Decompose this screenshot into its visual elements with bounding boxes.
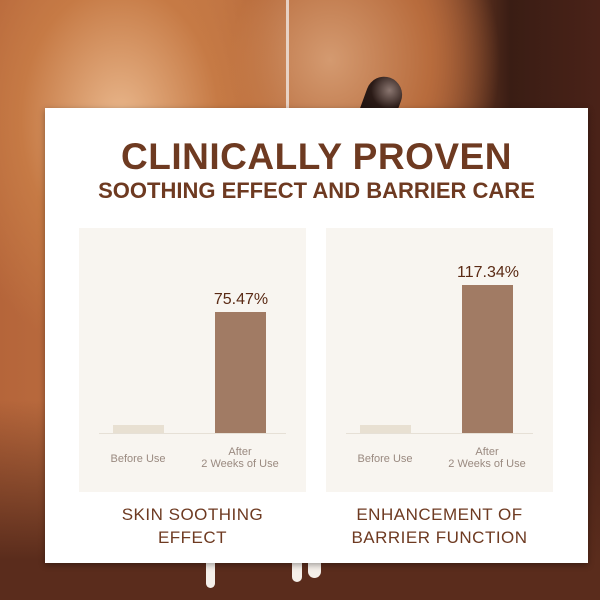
drip — [206, 560, 215, 588]
chart-title: SKIN SOOTHING EFFECT — [121, 505, 264, 547]
data-label: 75.47% — [213, 291, 269, 309]
infographic-card: CLINICALLY PROVEN SOOTHING EFFECT AND BA… — [45, 108, 588, 563]
baseline — [99, 433, 286, 434]
x-tick-label: Before Use — [110, 453, 166, 465]
page-title: CLINICALLY PROVEN — [121, 136, 512, 177]
chart-panel: Before Use 75.47% After 2 Weeks of Use — [79, 228, 306, 492]
drip — [308, 560, 321, 578]
baseline — [346, 433, 533, 434]
x-tick-label: After 2 Weeks of Use — [448, 446, 526, 470]
serum-stream — [286, 0, 289, 108]
chart-title: ENHANCEMENT OF BARRIER FUNCTION — [351, 505, 528, 547]
drip — [292, 560, 302, 582]
bar-after — [215, 312, 266, 433]
chart-panel: Before Use 117.34% After 2 Weeks of Use — [326, 228, 553, 492]
x-tick-label: Before Use — [357, 453, 413, 465]
bar-before — [113, 425, 164, 433]
data-label: 117.34% — [457, 264, 519, 282]
bar-before — [360, 424, 411, 433]
x-tick-label: After 2 Weeks of Use — [201, 446, 279, 470]
page-subtitle: SOOTHING EFFECT AND BARRIER CARE — [98, 178, 535, 203]
bar-after — [462, 285, 513, 433]
